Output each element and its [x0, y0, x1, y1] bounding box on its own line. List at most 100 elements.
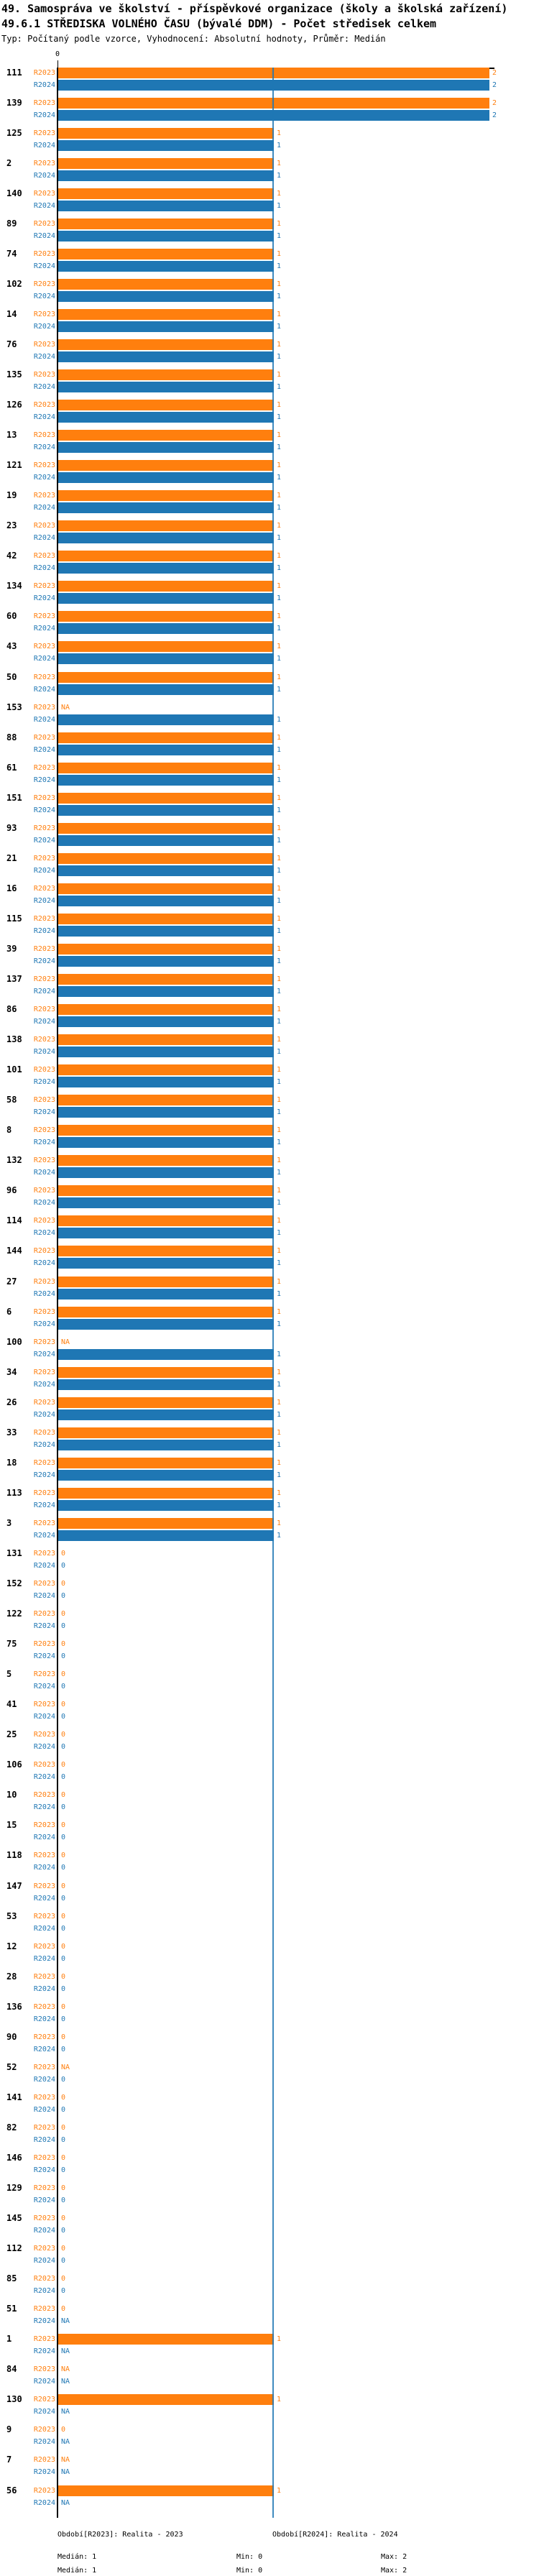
- bar-r2024: [58, 653, 274, 665]
- value-label-r2024: 1: [277, 443, 282, 452]
- bar-r2023: [58, 1125, 274, 1136]
- value-label-r2024: 0: [61, 1894, 66, 1903]
- bar-r2024: [58, 1046, 274, 1058]
- bar-r2024: [58, 1016, 274, 1028]
- bar-group: 135 R2023 R2024 1 1: [0, 369, 539, 393]
- bar-r2023: [58, 913, 274, 924]
- series-tick-label-r2024: R2024: [33, 2498, 55, 2507]
- value-label-r2023: 0: [61, 1610, 66, 1619]
- series-tick-label-r2024: R2024: [33, 322, 55, 331]
- bar-group: 25 R2023 R2024 0 0: [0, 1729, 539, 1753]
- category-label: 25: [6, 1729, 17, 1740]
- value-label-r2024: 1: [277, 625, 282, 633]
- value-label-r2024: 1: [277, 896, 282, 905]
- value-label-r2024: 0: [61, 1561, 66, 1570]
- series-tick-label-r2023: R2023: [33, 1398, 55, 1407]
- series-tick-label-r2024: R2024: [33, 866, 55, 875]
- series-tick-label-r2023: R2023: [33, 1458, 55, 1467]
- series-tick-label-r2024: R2024: [33, 1078, 55, 1087]
- series-tick-label-r2024: R2024: [33, 2287, 55, 2296]
- bar-group: 102 R2023 R2024 1 1: [0, 278, 539, 303]
- series-tick-label-r2023: R2023: [33, 431, 55, 440]
- bar-r2024: [58, 1469, 274, 1481]
- value-label-r2023: 1: [277, 884, 282, 893]
- series-tick-label-r2024: R2024: [33, 1894, 55, 1903]
- series-tick-label-r2024: R2024: [33, 715, 55, 724]
- series-tick-label-r2024: R2024: [33, 1471, 55, 1479]
- value-label-r2024: 1: [277, 1078, 282, 1087]
- bar-r2023: [58, 2485, 274, 2496]
- y-axis-line: [57, 68, 58, 2518]
- series-tick-label-r2024: R2024: [33, 1350, 55, 1358]
- series-tick-label-r2023: R2023: [33, 129, 55, 137]
- series-tick-label-r2023: R2023: [33, 1610, 55, 1619]
- bar-r2024: [58, 1077, 274, 1088]
- series-tick-label-r2024: R2024: [33, 1924, 55, 1933]
- bar-r2024: [58, 1258, 274, 1269]
- bar-r2024: [58, 321, 274, 332]
- category-label: 5: [6, 1669, 12, 1680]
- bar-group: 34 R2023 R2024 1 1: [0, 1366, 539, 1391]
- value-label-r2023: 1: [277, 2335, 282, 2344]
- series-tick-label-r2024: R2024: [33, 1954, 55, 1963]
- series-tick-label-r2023: R2023: [33, 461, 55, 470]
- value-label-r2024: 0: [61, 1652, 66, 1661]
- bar-r2023: [58, 1427, 274, 1438]
- series-tick-label-r2024: R2024: [33, 1048, 55, 1057]
- category-label: 138: [6, 1034, 22, 1045]
- series-tick-label-r2024: R2024: [33, 1440, 55, 1449]
- category-label: 100: [6, 1336, 22, 1347]
- value-label-r2023: 1: [277, 975, 282, 983]
- bar-group: 60 R2023 R2024 1 1: [0, 611, 539, 635]
- bar-r2024: [58, 1439, 274, 1450]
- category-label: 18: [6, 1457, 17, 1468]
- value-label-r2024: 1: [277, 715, 282, 724]
- series-tick-label-r2023: R2023: [33, 2275, 55, 2283]
- category-label: 89: [6, 218, 17, 229]
- category-label: 85: [6, 2273, 17, 2284]
- value-label-r2023: 0: [61, 1972, 66, 1981]
- bar-r2024: [58, 623, 274, 635]
- value-label-r2024: 1: [277, 1108, 282, 1117]
- bar-r2024: [58, 714, 274, 725]
- series-tick-label-r2023: R2023: [33, 1156, 55, 1165]
- bar-group: 89 R2023 R2024 1 1: [0, 218, 539, 242]
- value-label-r2023: 1: [277, 310, 282, 318]
- value-label-r2024: 1: [277, 504, 282, 512]
- bar-r2023: [58, 127, 274, 139]
- category-label: 140: [6, 188, 22, 198]
- value-label-r2024: 1: [277, 1471, 282, 1479]
- bar-group: 76 R2023 R2024 1 1: [0, 339, 539, 363]
- bar-r2024: [58, 472, 274, 484]
- value-label-r2023: 1: [277, 612, 282, 621]
- series-tick-label-r2023: R2023: [33, 1187, 55, 1195]
- value-label-r2023: 1: [277, 673, 282, 681]
- series-tick-label-r2024: R2024: [33, 1108, 55, 1117]
- value-label-r2023: 0: [61, 2184, 66, 2192]
- bar-r2024: [58, 1137, 274, 1149]
- value-label-r2023: 1: [277, 371, 282, 379]
- series-tick-label-r2024: R2024: [33, 1622, 55, 1631]
- category-label: 60: [6, 611, 17, 622]
- bar-r2023: [58, 1155, 274, 1167]
- series-tick-label-r2023: R2023: [33, 1701, 55, 1709]
- series-tick-label-r2024: R2024: [33, 2378, 55, 2386]
- value-label-r2023: 1: [277, 2396, 282, 2404]
- bar-group: 113 R2023 R2024 1 1: [0, 1487, 539, 1512]
- series-tick-label-r2023: R2023: [33, 643, 55, 651]
- value-label-r2024: 1: [277, 988, 282, 995]
- bar-r2023: [58, 852, 274, 864]
- bar-group: 136 R2023 R2024 0 0: [0, 2002, 539, 2025]
- bar-group: 138 R2023 R2024 1 1: [0, 1034, 539, 1058]
- category-label: 82: [6, 2122, 17, 2133]
- bar-group: 51 R2023 R2024 0 NA: [0, 2304, 539, 2327]
- bar-group: 151 R2023 R2024 1 1: [0, 792, 539, 816]
- category-label: 74: [6, 248, 17, 259]
- bar-r2024: [58, 382, 274, 392]
- bar-group: 82 R2023 R2024 0 0: [0, 2122, 539, 2146]
- value-label-r2024: 1: [277, 866, 282, 875]
- legend-max-r2023: Max: 2: [381, 2553, 407, 2561]
- bar-group: 144 R2023 R2024 1 1: [0, 1246, 539, 1269]
- bar-group: 141 R2023 R2024 0 0: [0, 2092, 539, 2116]
- bar-r2023: [58, 611, 274, 622]
